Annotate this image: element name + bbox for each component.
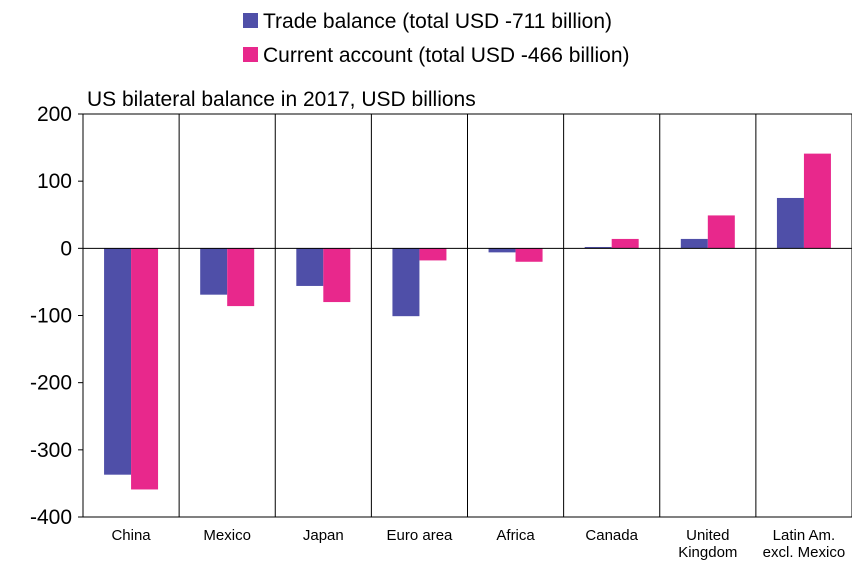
legend-label-2: Current account (total USD -466 billion) [263,44,630,67]
bar-current-account-japan [323,248,351,303]
bar-current-account-canada [611,238,639,249]
bar-trade-latin-am-excl-mexico [776,197,804,249]
chart-title: US bilateral balance in 2017, USD billio… [87,88,476,111]
legend-label-1: Trade balance (total USD -711 billion) [263,10,612,33]
bar-current-account-latin-am-excl-mexico [803,153,831,249]
bar-trade-mexico [200,248,228,295]
x-tick-label-line: Mexico [203,527,251,544]
x-tick-label-latin-am-excl-mexico: Latin Am. excl. Mexico [763,527,846,561]
x-tick-label-mexico: Mexico [203,527,251,544]
bar-trade-africa [488,248,516,253]
x-tick-label-line: Africa [496,527,535,544]
x-tick-label-line: Japan [303,527,344,544]
y-tick-label: -200 [30,372,72,395]
y-tick-label: -100 [30,305,72,328]
x-tick-label-united-kingdom: United Kingdom [678,527,737,561]
bar-current-account-united-kingdom [707,215,735,249]
bar-trade-china [104,248,132,475]
x-tick-label-canada: Canada [585,527,638,544]
x-tick-label-euro-area: Euro area [387,527,454,544]
x-tick-label-china: China [111,527,151,544]
legend: Trade balance (total USD -711 billion) Cu… [243,10,630,67]
y-axis: 200 100 0 -100 -200 -300 -400 [30,103,83,529]
x-tick-label-line: China [111,527,151,544]
x-tick-label-line: Canada [585,527,638,544]
bar-current-account-africa [515,248,543,262]
y-tick-label: -400 [30,506,72,529]
plot-area [82,113,852,518]
bar-trade-canada [584,246,612,249]
bar-trade-japan [296,248,324,286]
y-tick-label: 100 [37,170,72,193]
legend-swatch-2 [243,47,258,62]
legend-swatch-1 [243,13,258,28]
x-tick-label-africa: Africa [496,527,535,544]
y-tick-label: 0 [60,237,72,260]
bar-current-account-china [131,248,159,490]
x-tick-label-line: Latin Am. [773,527,836,544]
x-tick-label-line: excl. Mexico [763,544,846,561]
y-tick-label: -300 [30,439,72,462]
x-tick-label-line: United [686,527,729,544]
x-tick-label-japan: Japan [303,527,344,544]
bar-trade-united-kingdom [680,238,708,249]
bar-current-account-mexico [227,248,255,307]
x-axis: China Mexico Japan Euro area Africa Canada Uni… [111,527,845,561]
x-tick-label-line: Euro area [387,527,454,544]
bar-trade-euro-area [392,248,420,317]
bar-current-account-euro-area [419,248,447,261]
y-tick-label: 200 [37,103,72,126]
x-tick-label-line: Kingdom [678,544,737,561]
